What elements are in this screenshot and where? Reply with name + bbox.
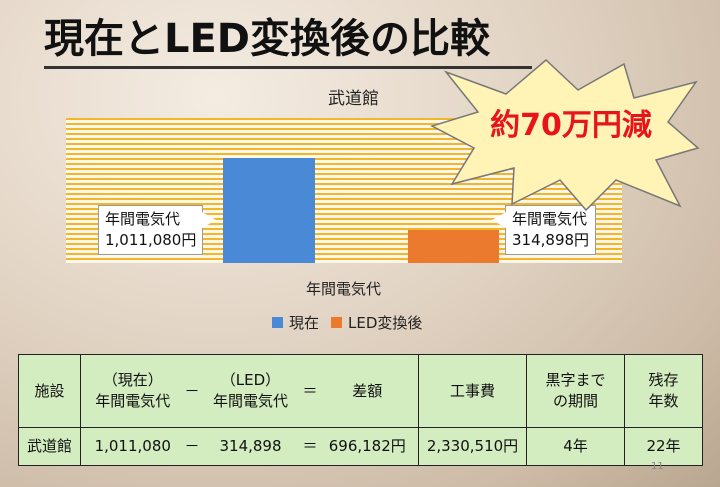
table-row: 武道館 1,011,080 － 314,898 ＝ 696,182円 2,330… (18, 427, 703, 466)
header-current-line2: 年間電気代 (95, 392, 171, 411)
header-breakeven: 黒字まで の期間 (526, 353, 625, 429)
header-remaining-line2: 年数 (648, 392, 679, 411)
callout-genzai-label: 年間電気代 (105, 210, 181, 228)
bar-led (408, 230, 499, 263)
header-facility: 施設 (18, 353, 81, 429)
legend-item-genzai: 現在 (272, 312, 319, 333)
chart-title: 武道館 (328, 89, 379, 109)
cell-construction: 2,330,510円 (418, 427, 527, 466)
page-number: 11 (651, 461, 664, 472)
cell-current: 1,011,080 (80, 427, 185, 466)
chart-legend: 現在 LED変換後 (272, 312, 422, 333)
cell-facility: 武道館 (18, 427, 81, 466)
cell-led: 314,898 (198, 427, 303, 466)
callout-pointer (492, 212, 506, 228)
header-breakeven-line2: の期間 (552, 392, 598, 411)
header-remaining-line1: 残存 (648, 371, 679, 390)
slide-title: 現在とLED変換後の比較 (44, 6, 532, 69)
callout-led-label: 年間電気代 (512, 210, 588, 228)
cell-difference: 696,182円 (316, 427, 419, 466)
callout-genzai-value: 1,011,080円 (105, 231, 197, 249)
callout-led: 年間電気代 314,898円 (492, 205, 597, 255)
starburst-shape (430, 58, 700, 212)
header-construction: 工事費 (418, 353, 527, 429)
header-current: （現在） 年間電気代 (80, 353, 185, 429)
header-difference: 差額 (316, 353, 419, 429)
chart-x-label: 年間電気代 (306, 280, 382, 298)
cell-minus: － (184, 427, 200, 466)
legend-swatch-genzai (272, 317, 283, 328)
callout-led-value: 314,898円 (512, 231, 590, 249)
table-header-row: 施設 （現在） 年間電気代 － （LED） 年間電気代 ＝ 差額 工事費 黒字ま… (18, 353, 703, 429)
header-remaining: 残存 年数 (624, 353, 703, 429)
header-current-line1: （現在） (102, 371, 163, 390)
header-led: （LED） 年間電気代 (198, 353, 303, 429)
header-breakeven-line1: 黒字まで (545, 371, 606, 390)
reduction-amount: 約70万円減 (490, 108, 652, 143)
callout-pointer (202, 212, 217, 228)
comparison-table: 施設 （現在） 年間電気代 － （LED） 年間電気代 ＝ 差額 工事費 黒字ま… (18, 353, 703, 466)
cell-equals: ＝ (302, 427, 318, 466)
header-minus: － (184, 353, 200, 429)
header-equals: ＝ (302, 353, 318, 429)
cell-remaining: 22年 (624, 427, 703, 466)
callout-genzai: 年間電気代 1,011,080円 (98, 205, 217, 255)
legend-item-led: LED変換後 (331, 312, 422, 333)
legend-label-led: LED変換後 (348, 314, 423, 332)
bar-genzai (223, 158, 315, 263)
legend-swatch-led (331, 317, 343, 328)
cell-breakeven: 4年 (526, 427, 625, 466)
header-led-line2: 年間電気代 (212, 392, 288, 411)
header-led-line1: （LED） (220, 371, 281, 390)
legend-label-genzai: 現在 (289, 314, 320, 332)
